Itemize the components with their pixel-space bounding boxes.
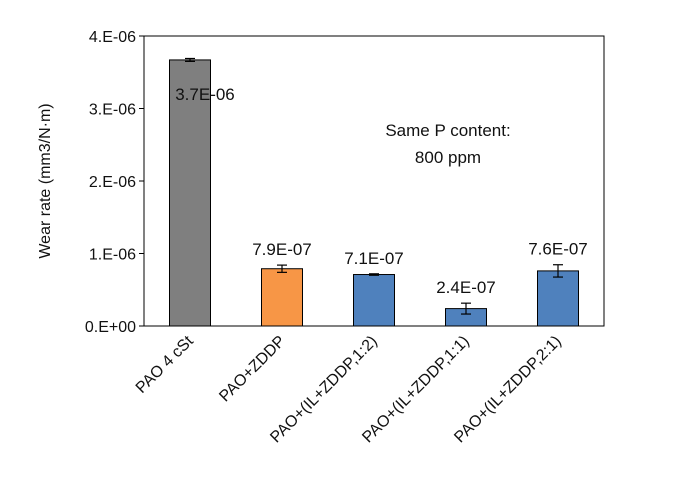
data-label: 7.1E-07 <box>344 249 404 268</box>
y-tick-label: 4.E-06 <box>89 29 136 46</box>
y-tick-label: 2.E-06 <box>89 174 136 191</box>
category-label: PAO+ZDDP <box>216 333 288 405</box>
y-tick-label: 0.E+00 <box>85 319 136 336</box>
data-label: 3.7E-06 <box>175 85 235 104</box>
category-label: PAO 4 cSt <box>133 332 197 396</box>
y-tick-label: 3.E-06 <box>89 102 136 119</box>
error-bar <box>461 302 471 315</box>
y-tick-label: 1.E-06 <box>89 247 136 264</box>
bars-group <box>169 57 579 327</box>
bar <box>353 274 395 327</box>
annotation-line-2: 800 ppm <box>415 148 481 167</box>
data-label: 7.6E-07 <box>528 240 588 259</box>
bar <box>261 268 303 327</box>
category-label: PAO+(IL+ZDDP,2:1) <box>451 333 564 446</box>
error-bar <box>277 264 287 273</box>
annotation-line-1: Same P content: <box>385 121 510 140</box>
y-axis-title: Wear rate (mm3/N·m) <box>37 103 54 258</box>
data-label: 7.9E-07 <box>252 240 312 259</box>
error-bar <box>185 57 195 62</box>
plot-area: 0.E+00 1.E-06 2.E-06 3.E-06 4.E-06 <box>85 29 605 336</box>
error-bar <box>369 273 379 276</box>
error-bar <box>553 264 563 278</box>
data-label: 2.4E-07 <box>436 278 496 297</box>
bar <box>537 270 579 327</box>
